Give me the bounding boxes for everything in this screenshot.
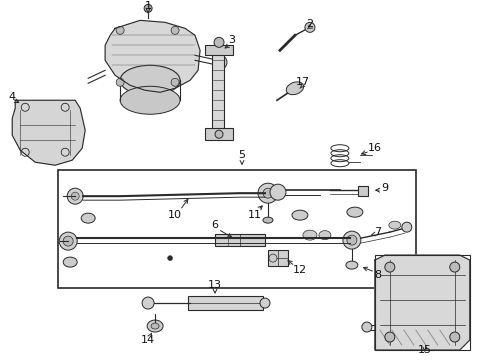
Circle shape <box>342 231 360 249</box>
Circle shape <box>263 188 272 198</box>
Polygon shape <box>12 100 85 165</box>
Circle shape <box>215 130 223 138</box>
Ellipse shape <box>388 221 400 229</box>
Circle shape <box>384 262 394 272</box>
Ellipse shape <box>303 230 316 240</box>
Circle shape <box>213 55 226 69</box>
Bar <box>58 170 415 288</box>
Bar <box>204 45 233 55</box>
Ellipse shape <box>81 213 95 223</box>
Circle shape <box>171 78 179 86</box>
Circle shape <box>346 235 356 245</box>
Bar <box>357 186 367 196</box>
Text: 10: 10 <box>168 210 182 220</box>
Ellipse shape <box>120 86 180 114</box>
Circle shape <box>305 22 314 32</box>
Text: 17: 17 <box>295 77 309 87</box>
Ellipse shape <box>120 65 180 95</box>
Circle shape <box>144 4 152 12</box>
Circle shape <box>116 78 124 86</box>
Circle shape <box>260 298 269 308</box>
Text: 14: 14 <box>141 335 155 345</box>
Circle shape <box>116 26 124 34</box>
Polygon shape <box>374 255 469 350</box>
Text: 4: 4 <box>9 92 16 102</box>
Text: 9: 9 <box>381 183 387 193</box>
Text: 1: 1 <box>144 1 151 12</box>
Text: 13: 13 <box>207 280 222 290</box>
Circle shape <box>214 37 224 47</box>
Circle shape <box>401 222 411 232</box>
Text: 6: 6 <box>211 220 218 230</box>
Ellipse shape <box>151 323 159 329</box>
Bar <box>374 255 469 350</box>
Circle shape <box>269 184 285 200</box>
Text: 2: 2 <box>306 19 313 30</box>
Bar <box>212 50 224 130</box>
Text: 11: 11 <box>247 210 262 220</box>
Ellipse shape <box>147 320 163 332</box>
Circle shape <box>71 192 79 200</box>
Circle shape <box>67 188 83 204</box>
Ellipse shape <box>318 231 330 240</box>
Ellipse shape <box>345 261 357 269</box>
Text: 16: 16 <box>367 143 381 153</box>
Polygon shape <box>105 21 200 92</box>
Circle shape <box>268 254 276 262</box>
Ellipse shape <box>63 257 77 267</box>
Circle shape <box>171 26 179 34</box>
Circle shape <box>59 232 77 250</box>
Circle shape <box>258 183 277 203</box>
Ellipse shape <box>285 82 303 95</box>
Circle shape <box>384 332 394 342</box>
Text: 8: 8 <box>373 270 381 280</box>
Text: 3: 3 <box>228 35 235 45</box>
Ellipse shape <box>291 210 307 220</box>
Ellipse shape <box>346 207 362 217</box>
Ellipse shape <box>263 217 272 223</box>
Text: 12: 12 <box>292 265 306 275</box>
Circle shape <box>142 297 154 309</box>
Bar <box>267 250 287 266</box>
Circle shape <box>449 262 459 272</box>
Bar <box>188 296 263 310</box>
Text: 7: 7 <box>373 227 381 237</box>
Bar <box>204 128 233 140</box>
Circle shape <box>167 256 172 261</box>
Circle shape <box>449 332 459 342</box>
Text: 15: 15 <box>417 345 431 355</box>
Circle shape <box>63 236 73 246</box>
Bar <box>215 234 264 246</box>
Text: 5: 5 <box>238 150 245 160</box>
Circle shape <box>361 322 371 332</box>
